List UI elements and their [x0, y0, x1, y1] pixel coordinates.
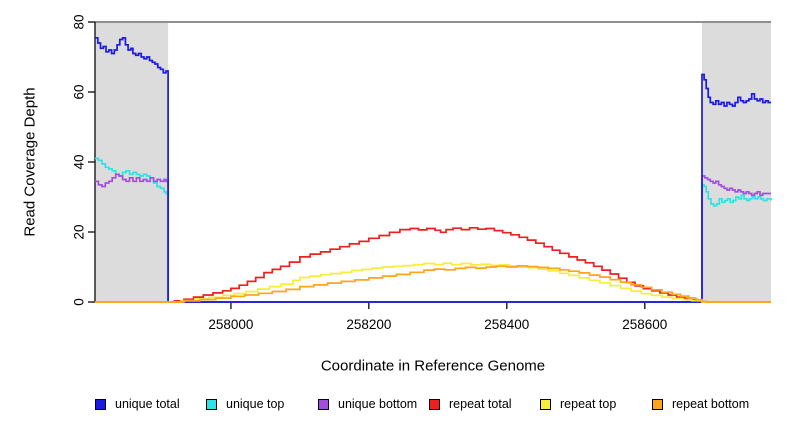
legend-swatch-icon	[95, 398, 106, 410]
shaded-region-1	[702, 22, 771, 302]
legend-item-unique-top: unique top	[206, 397, 284, 411]
legend-item-repeat-bottom: repeat bottom	[652, 397, 749, 411]
x-tick-label: 258600	[622, 317, 668, 332]
series-line-unique-top	[95, 157, 772, 303]
y-tick-label: 40	[71, 154, 87, 170]
legend-label: repeat total	[449, 397, 512, 411]
legend-item-unique-total: unique total	[95, 397, 180, 411]
x-axis-title: Coordinate in Reference Genome	[320, 357, 546, 375]
legend-label: unique total	[115, 397, 180, 411]
legend-item-unique-bottom: unique bottom	[318, 397, 417, 411]
legend-item-repeat-top: repeat top	[540, 397, 616, 411]
legend-swatch-icon	[429, 398, 440, 410]
series-line-repeat-bottom	[95, 265, 771, 303]
series-line-unique-bottom	[95, 173, 771, 303]
y-tick-label: 0	[71, 298, 87, 306]
legend-label: unique top	[226, 397, 285, 411]
x-tick-label: 258400	[484, 317, 530, 332]
series-line-repeat-total	[95, 226, 771, 303]
legend-label: repeat bottom	[672, 397, 750, 411]
y-tick-label: 20	[71, 224, 87, 240]
series-line-repeat-top	[95, 262, 771, 303]
y-axis-title: Read Coverage Depth	[21, 87, 39, 237]
legend-swatch-icon	[652, 398, 663, 410]
shaded-region-0	[95, 22, 169, 302]
x-tick-label: 258200	[346, 317, 392, 332]
y-tick-label: 60	[71, 84, 87, 100]
legend-label: repeat top	[560, 397, 617, 411]
series-line-unique-total	[95, 36, 771, 303]
y-tick-label: 80	[71, 14, 87, 30]
x-tick-label: 258000	[208, 317, 254, 332]
legend-swatch-icon	[318, 398, 329, 410]
legend-swatch-icon	[540, 398, 551, 410]
legend-swatch-icon	[206, 398, 217, 410]
legend-label: unique bottom	[338, 397, 418, 411]
legend-item-repeat-total: repeat total	[429, 397, 512, 411]
